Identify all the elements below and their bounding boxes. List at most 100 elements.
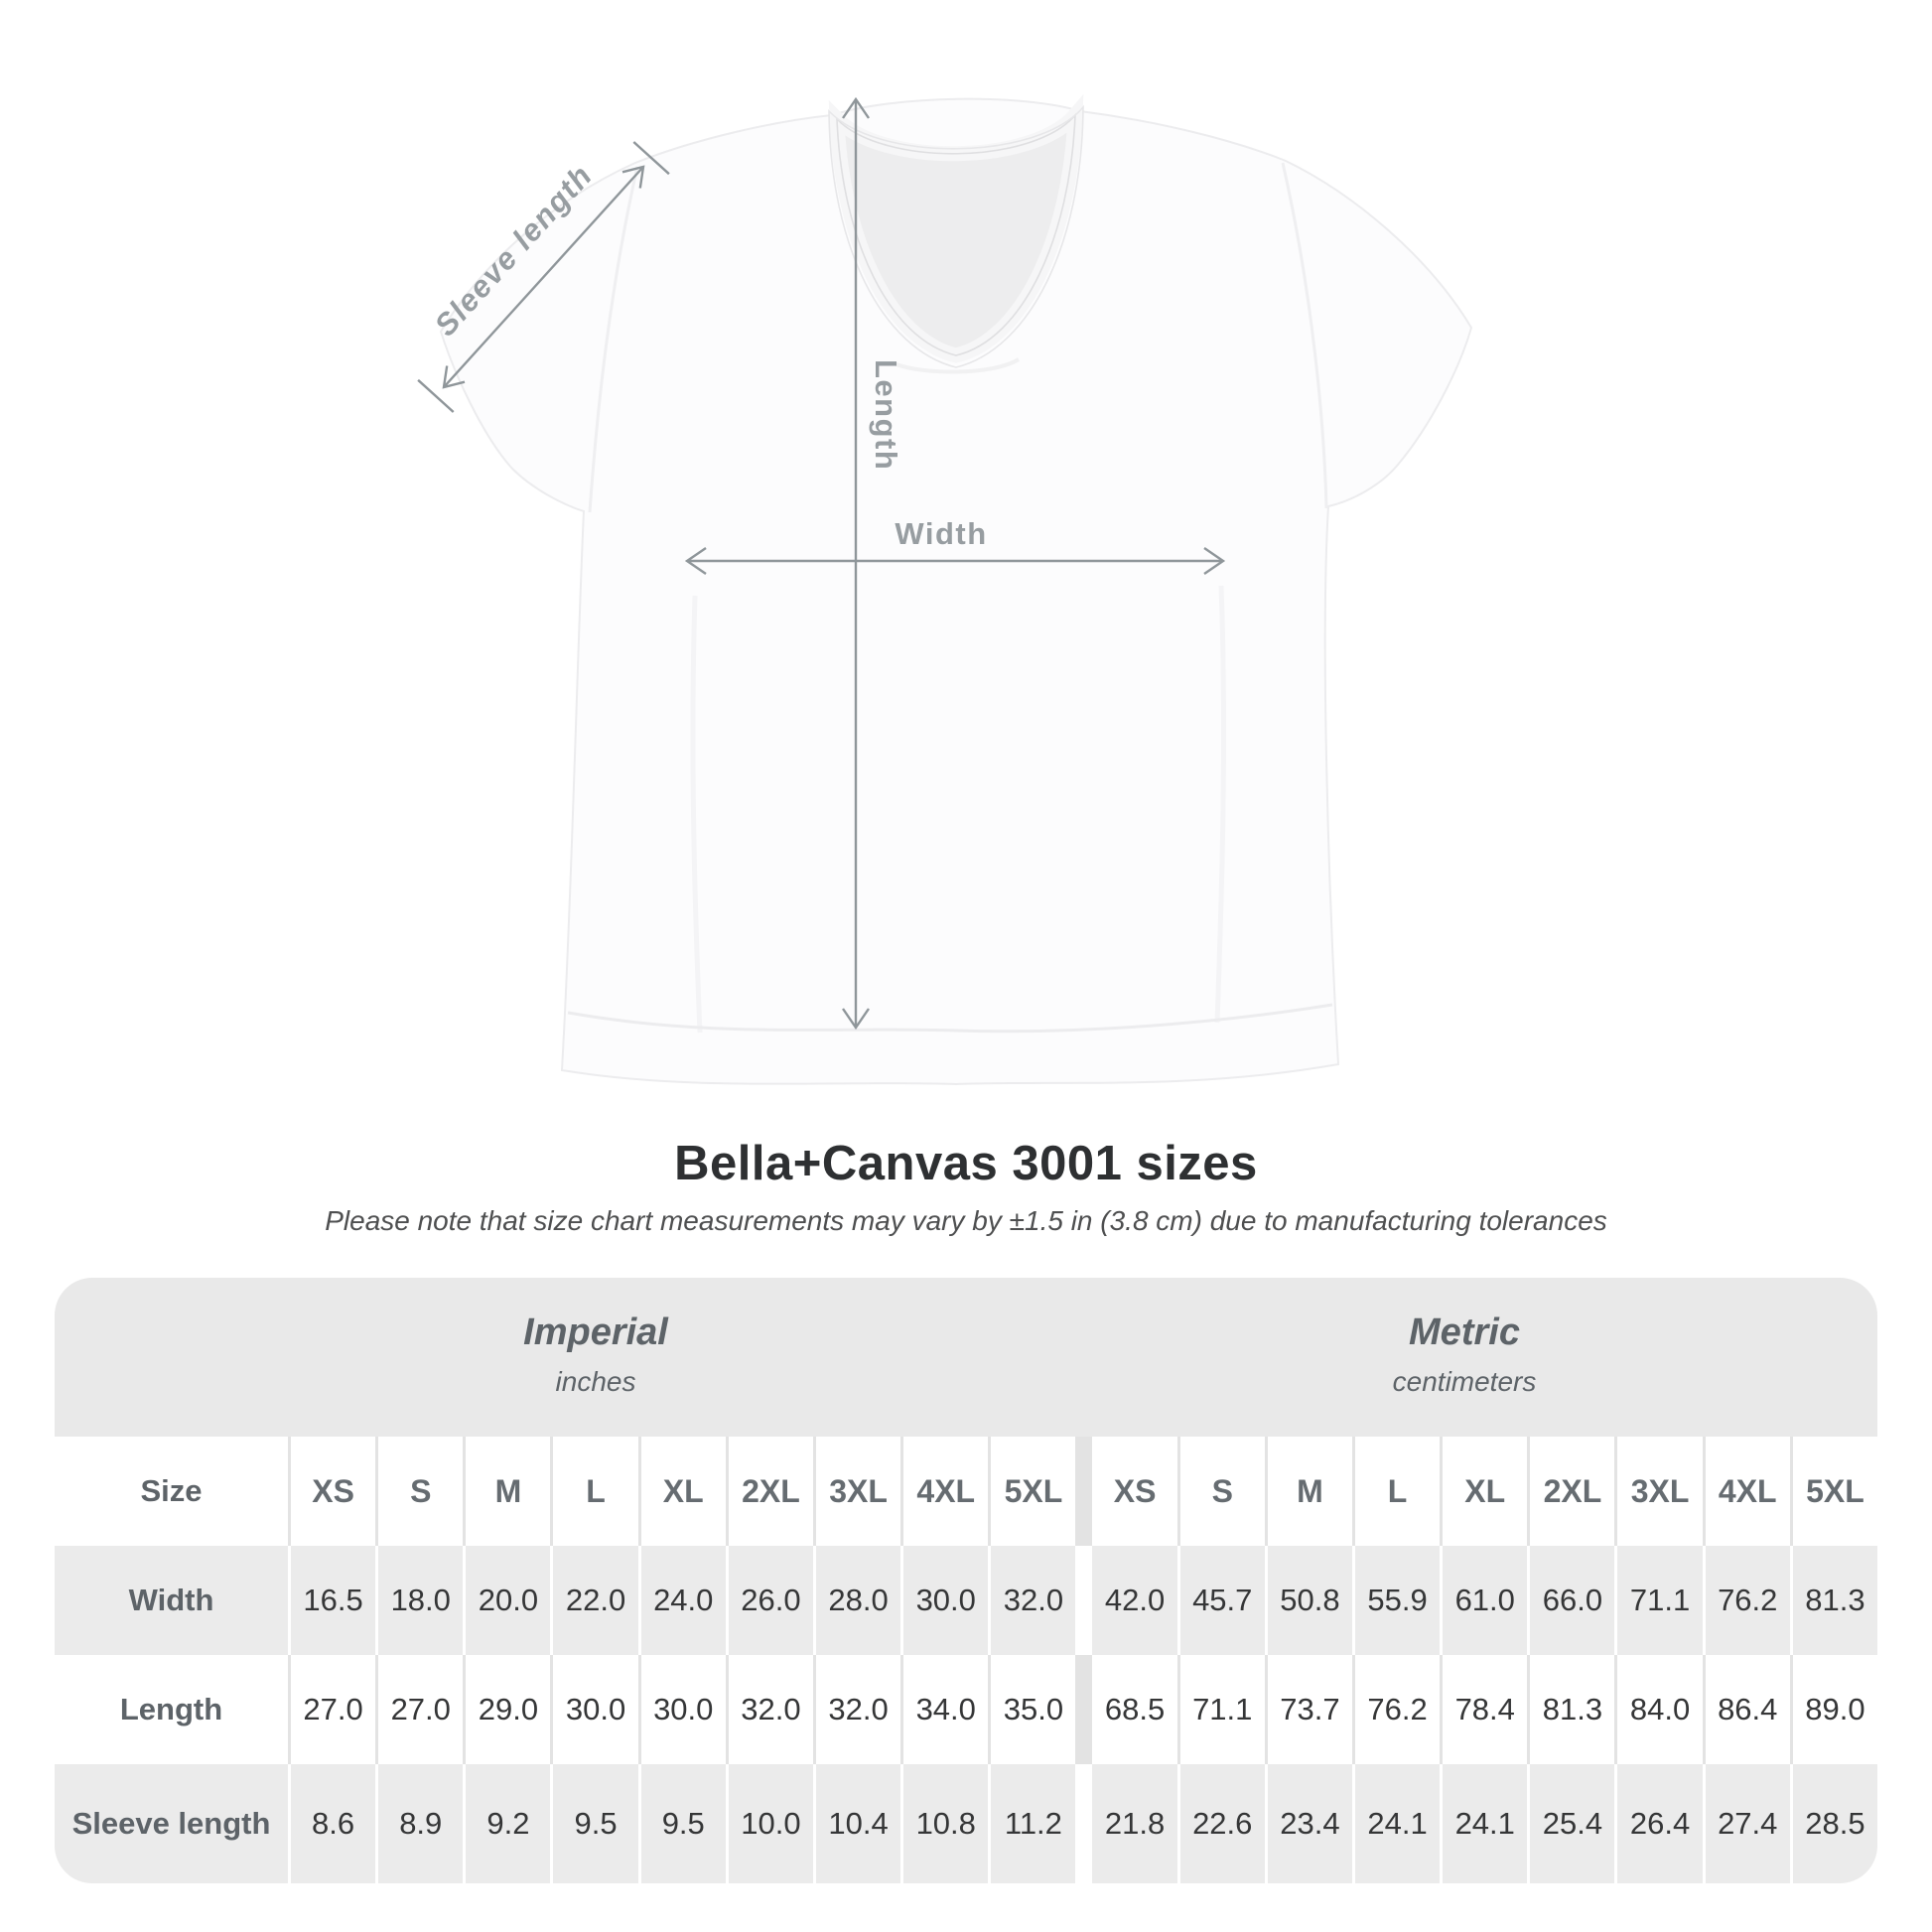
sleeve-length-arrow bbox=[417, 141, 670, 413]
size-header-metric: 4XL bbox=[1705, 1437, 1790, 1546]
table-cell-imperial: 9.2 bbox=[466, 1764, 551, 1883]
row-label: Length bbox=[55, 1655, 288, 1764]
table-cell-imperial: 9.5 bbox=[640, 1764, 726, 1883]
table-cell-imperial: 20.0 bbox=[466, 1546, 551, 1655]
size-header-label: Size bbox=[55, 1437, 288, 1546]
size-header-metric: L bbox=[1354, 1437, 1441, 1546]
table-cell-metric: 22.6 bbox=[1179, 1764, 1265, 1883]
metric-group-label: Metric bbox=[1409, 1311, 1520, 1353]
imperial-group-caption: Imperial inches bbox=[523, 1278, 668, 1437]
table-cell-metric: 27.4 bbox=[1705, 1764, 1790, 1883]
table-cell-metric: 84.0 bbox=[1617, 1655, 1703, 1764]
size-header-metric: XL bbox=[1443, 1437, 1528, 1546]
table-cell-metric: 78.4 bbox=[1443, 1655, 1528, 1764]
table-cell-metric: 76.2 bbox=[1354, 1655, 1441, 1764]
table-cell-metric: 86.4 bbox=[1705, 1655, 1790, 1764]
table-cell-imperial: 32.0 bbox=[991, 1546, 1076, 1655]
row-label: Sleeve length bbox=[55, 1764, 288, 1883]
table-cell-imperial: 16.5 bbox=[291, 1546, 376, 1655]
tshirt-diagram: Sleeve length Length Width bbox=[417, 93, 1473, 1086]
size-header-metric: 3XL bbox=[1617, 1437, 1703, 1546]
size-header-metric: M bbox=[1267, 1437, 1352, 1546]
table-cell-metric: 42.0 bbox=[1092, 1546, 1177, 1655]
table-cell-metric: 68.5 bbox=[1092, 1655, 1177, 1764]
size-header-imperial: M bbox=[466, 1437, 551, 1546]
table-cell-imperial: 26.0 bbox=[728, 1546, 813, 1655]
table-cell-imperial: 11.2 bbox=[991, 1764, 1076, 1883]
table-cell-imperial: 24.0 bbox=[640, 1546, 726, 1655]
table-cell-metric: 61.0 bbox=[1443, 1546, 1528, 1655]
group-gap bbox=[1078, 1764, 1089, 1883]
tolerance-note: Please note that size chart measurements… bbox=[325, 1205, 1607, 1236]
table-cell-imperial: 18.0 bbox=[378, 1546, 464, 1655]
table-cell-imperial: 10.4 bbox=[815, 1764, 901, 1883]
metric-group-caption: Metric centimeters bbox=[1393, 1278, 1537, 1437]
page-title: Bella+Canvas 3001 sizes bbox=[674, 1137, 1258, 1190]
table-cell-metric: 73.7 bbox=[1267, 1655, 1352, 1764]
table-cell-imperial: 32.0 bbox=[728, 1655, 813, 1764]
size-header-metric: 5XL bbox=[1792, 1437, 1877, 1546]
table-cell-metric: 28.5 bbox=[1792, 1764, 1877, 1883]
table-cell-imperial: 29.0 bbox=[466, 1655, 551, 1764]
width-arrow bbox=[684, 547, 1226, 575]
table-cell-imperial: 9.5 bbox=[553, 1764, 638, 1883]
table-cell-imperial: 30.0 bbox=[640, 1655, 726, 1764]
table-cell-metric: 21.8 bbox=[1092, 1764, 1177, 1883]
table-cell-imperial: 30.0 bbox=[903, 1546, 989, 1655]
row-label: Width bbox=[55, 1546, 288, 1655]
table-cell-metric: 25.4 bbox=[1530, 1764, 1615, 1883]
size-header-metric: S bbox=[1179, 1437, 1265, 1546]
table-cell-imperial: 8.9 bbox=[378, 1764, 464, 1883]
table-cell-imperial: 8.6 bbox=[291, 1764, 376, 1883]
size-header-imperial: S bbox=[378, 1437, 464, 1546]
table-cell-metric: 55.9 bbox=[1354, 1546, 1441, 1655]
table-cell-metric: 71.1 bbox=[1617, 1546, 1703, 1655]
tshirt-image bbox=[439, 93, 1473, 1086]
table-cell-imperial: 32.0 bbox=[815, 1655, 901, 1764]
table-cell-imperial: 10.0 bbox=[728, 1764, 813, 1883]
table-cell-metric: 24.1 bbox=[1443, 1764, 1528, 1883]
table-cell-metric: 81.3 bbox=[1530, 1655, 1615, 1764]
size-header-imperial: 4XL bbox=[903, 1437, 989, 1546]
unit-group-band: Imperial inches Metric centimeters bbox=[55, 1278, 1877, 1437]
size-header-imperial: 2XL bbox=[728, 1437, 813, 1546]
table-cell-imperial: 34.0 bbox=[903, 1655, 989, 1764]
table-row: Width 16.5 18.0 20.0 22.0 24.0 26.0 28.0 30.0 32.… bbox=[55, 1546, 1877, 1655]
group-gap bbox=[1078, 1437, 1089, 1546]
table-cell-imperial: 10.8 bbox=[903, 1764, 989, 1883]
metric-unit-label: centimeters bbox=[1392, 1366, 1537, 1397]
size-header-row: Size XS S M L XL 2XL 3XL 4XL 5XL XS S M L XL 2XL 3XL 4XL 5… bbox=[55, 1437, 1877, 1546]
table-row: Length 27.0 27.0 29.0 30.0 30.0 32.0 32.0 34.0 35… bbox=[55, 1655, 1877, 1764]
table-cell-metric: 26.4 bbox=[1617, 1764, 1703, 1883]
table-cell-metric: 81.3 bbox=[1792, 1546, 1877, 1655]
size-header-metric: 2XL bbox=[1530, 1437, 1615, 1546]
table-cell-metric: 23.4 bbox=[1267, 1764, 1352, 1883]
width-label: Width bbox=[895, 516, 987, 551]
table-cell-metric: 24.1 bbox=[1354, 1764, 1441, 1883]
size-header-imperial: 5XL bbox=[991, 1437, 1076, 1546]
imperial-unit-label: inches bbox=[555, 1366, 636, 1397]
length-arrow bbox=[842, 96, 870, 1031]
group-gap bbox=[1078, 1655, 1089, 1764]
table-cell-metric: 45.7 bbox=[1179, 1546, 1265, 1655]
table-cell-metric: 89.0 bbox=[1792, 1655, 1877, 1764]
table-cell-imperial: 27.0 bbox=[291, 1655, 376, 1764]
table-rows: Size XS S M L XL 2XL 3XL 4XL 5XL XS S M L XL 2XL 3XL 4XL 5… bbox=[55, 1437, 1877, 1883]
size-header-imperial: XS bbox=[291, 1437, 376, 1546]
size-table: Imperial inches Metric centimeters Size X… bbox=[55, 1278, 1877, 1883]
table-cell-imperial: 22.0 bbox=[553, 1546, 638, 1655]
table-cell-metric: 66.0 bbox=[1530, 1546, 1615, 1655]
size-header-metric: XS bbox=[1092, 1437, 1177, 1546]
table-cell-imperial: 35.0 bbox=[991, 1655, 1076, 1764]
table-cell-metric: 50.8 bbox=[1267, 1546, 1352, 1655]
length-label: Length bbox=[869, 359, 903, 471]
size-header-imperial: XL bbox=[640, 1437, 726, 1546]
table-cell-imperial: 30.0 bbox=[553, 1655, 638, 1764]
table-cell-metric: 71.1 bbox=[1179, 1655, 1265, 1764]
table-cell-imperial: 28.0 bbox=[815, 1546, 901, 1655]
group-gap bbox=[1078, 1546, 1089, 1655]
table-row: Sleeve length 8.6 8.9 9.2 9.5 9.5 10.0 10.4 10.8… bbox=[55, 1764, 1877, 1883]
size-header-imperial: 3XL bbox=[815, 1437, 901, 1546]
